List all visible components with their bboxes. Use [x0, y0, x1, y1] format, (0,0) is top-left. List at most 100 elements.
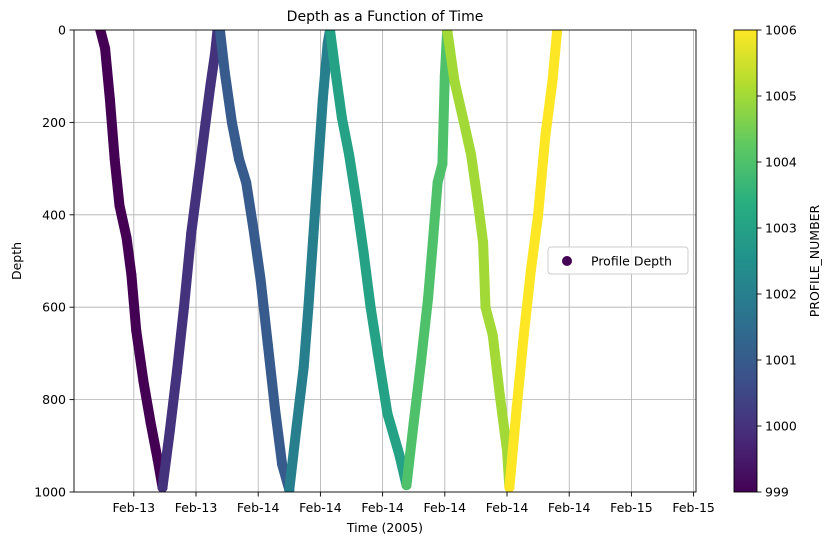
- profile-1000-point: [157, 482, 168, 492]
- profile-1001-point: [214, 30, 225, 35]
- profile-1000-point: [186, 228, 197, 239]
- profile-1001-point: [219, 66, 230, 77]
- y-tick-label: 0: [58, 23, 66, 38]
- colorbar: 999 1000 1001 1002 1003 1004 1005 1006 PROFILE_…: [733, 23, 822, 500]
- profile-1005-point: [487, 329, 498, 340]
- profile-1004-point: [437, 159, 448, 169]
- x-tick-label: Feb-15: [610, 500, 653, 515]
- profile-1003-point: [382, 408, 393, 419]
- profile-1006-point: [511, 403, 522, 414]
- colorbar-gradient: [733, 29, 758, 493]
- profile-1001-point: [226, 117, 237, 128]
- profile-1001-point: [262, 339, 273, 350]
- x-tick-label: Feb-14: [361, 500, 404, 515]
- profile-1002-point: [284, 484, 295, 492]
- profile-1002-point: [317, 94, 328, 105]
- profile-999-point: [152, 454, 163, 465]
- profile-999-point: [104, 94, 115, 105]
- y-axis-label: Depth: [9, 242, 24, 280]
- y-tick-label: 600: [42, 300, 66, 315]
- colorbar-tick-label: 1004: [765, 155, 797, 170]
- x-tick-label: Feb-14: [237, 500, 280, 515]
- profile-1006-point: [552, 30, 563, 35]
- axis-ticks: Feb-13 Feb-13 Feb-14 Feb-14 Feb-14 Feb-14 Feb-…: [34, 23, 715, 516]
- x-tick-label: Feb-14: [548, 500, 591, 515]
- profile-1003-point: [394, 450, 405, 460]
- profile-1000-point: [164, 426, 175, 437]
- profile-1005-point: [480, 302, 491, 313]
- profile-1006-point: [504, 482, 515, 492]
- legend: Profile Depth: [547, 246, 689, 275]
- profile-999-point: [138, 376, 149, 387]
- profile-1005-point: [458, 117, 469, 128]
- profile-1002-point: [303, 302, 314, 313]
- profile-1001-point: [255, 274, 266, 285]
- x-tick-label: Feb-13: [175, 500, 218, 515]
- profile-1005-point: [442, 30, 453, 35]
- profile-1004-point: [415, 357, 426, 368]
- profile-999-point: [145, 417, 156, 428]
- colorbar-tick-label: 1001: [765, 353, 797, 368]
- legend-box: [547, 246, 689, 275]
- profile-1002-point: [291, 422, 302, 433]
- profile-1006-point: [533, 209, 544, 220]
- x-tick-label: Feb-14: [424, 500, 467, 515]
- colorbar-tick-label: 1006: [765, 23, 797, 38]
- profile-1006-point: [547, 75, 558, 86]
- profile-1006-point: [525, 265, 536, 276]
- profile-1006-point: [540, 131, 551, 142]
- profile-1004-point: [439, 71, 450, 82]
- x-tick-label: Feb-14: [486, 500, 529, 515]
- colorbar-tick-label: 1005: [765, 89, 797, 104]
- profile-999-point: [131, 325, 142, 336]
- profile-1000-point: [193, 172, 204, 183]
- profile-999-point: [100, 43, 111, 54]
- profile-999-point: [126, 269, 137, 280]
- profile-1005-point: [449, 75, 460, 86]
- profile-1003-point: [325, 30, 335, 35]
- profile-999-point: [95, 30, 106, 35]
- profile-1002-point: [298, 362, 309, 373]
- profile-1003-point: [329, 62, 340, 72]
- profile-1005-point: [494, 390, 505, 400]
- chart-title: Depth as a Function of Time: [287, 9, 484, 25]
- profile-999-point: [121, 232, 132, 243]
- colorbar-tick-label: 1002: [765, 287, 797, 302]
- colorbar-tick-label: 999: [765, 485, 789, 500]
- profile-1003-point: [344, 149, 355, 160]
- y-tick-label: 800: [42, 392, 66, 407]
- x-axis-label: Time (2005): [346, 520, 423, 535]
- profile-1006-point: [518, 329, 529, 340]
- profile-1005-point: [466, 149, 477, 160]
- profile-1001-point: [270, 403, 280, 414]
- legend-marker: [562, 256, 572, 266]
- profile-series: [95, 30, 563, 492]
- profile-1004-point: [427, 237, 438, 248]
- profile-1001-point: [241, 177, 252, 188]
- profile-1000-trace: [157, 30, 223, 492]
- plot-frame: [73, 29, 697, 493]
- profile-1004-point: [408, 417, 419, 428]
- colorbar-tick-label: 1000: [765, 419, 797, 434]
- profile-1003-point: [365, 302, 376, 313]
- profile-999-trace: [95, 30, 168, 492]
- profile-1000-point: [205, 80, 216, 91]
- x-tick-label: Feb-13: [113, 500, 156, 515]
- profile-1003-point: [336, 112, 347, 123]
- profile-1001-point: [234, 154, 245, 165]
- profile-1005-point: [478, 237, 489, 248]
- profile-1004-point: [423, 293, 434, 303]
- profile-999-point: [109, 154, 120, 165]
- colorbar-ticks: 999 1000 1001 1002 1003 1004 1005 1006: [757, 23, 797, 500]
- profile-1000-point: [171, 366, 182, 377]
- y-tick-label: 200: [42, 115, 66, 130]
- profile-999-point: [114, 200, 125, 211]
- colorbar-label: PROFILE_NUMBER: [807, 204, 822, 317]
- profile-1003-point: [351, 195, 362, 206]
- profile-1002-point: [313, 163, 323, 174]
- x-tick-label: Feb-14: [299, 500, 342, 515]
- legend-entry: Profile Depth: [591, 254, 672, 269]
- y-tick-label: 1000: [34, 485, 66, 500]
- profile-1004-point: [432, 177, 443, 188]
